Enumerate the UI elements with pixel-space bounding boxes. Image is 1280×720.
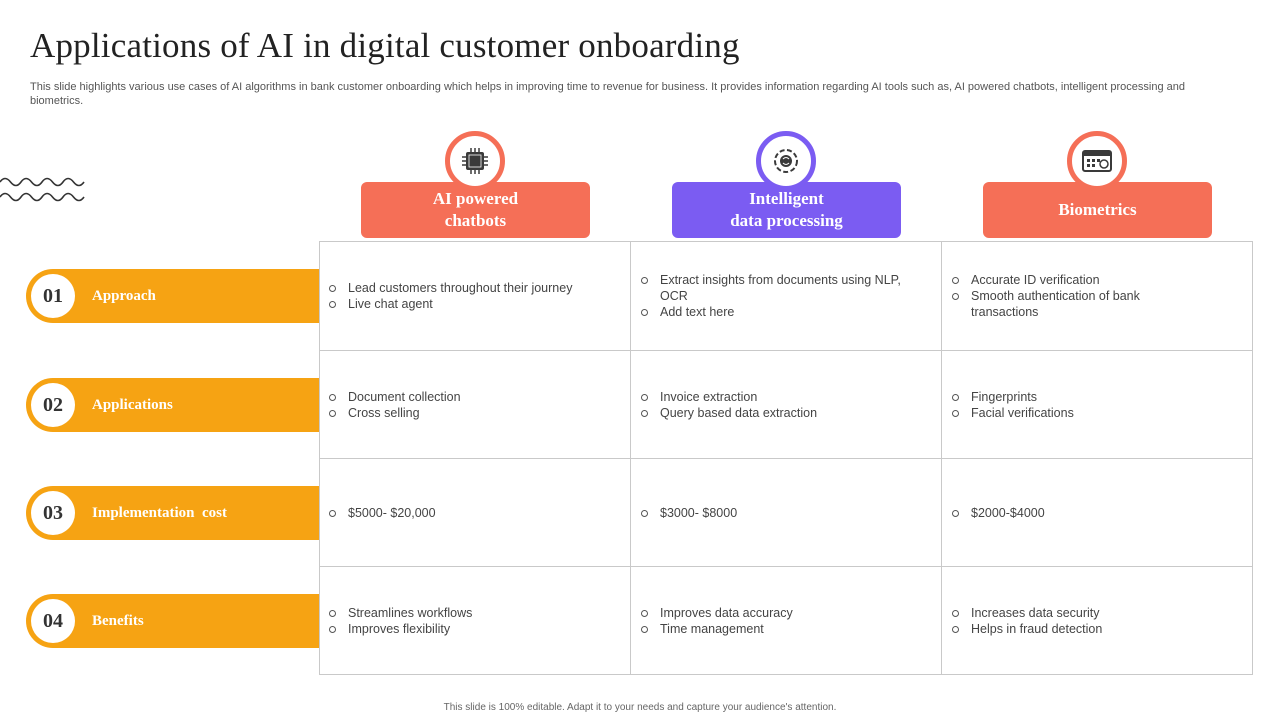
list-item: Increases data security	[952, 605, 1242, 621]
grid-cell: Lead customers throughout their journey L…	[329, 242, 619, 350]
list-item: Fingerprints	[952, 389, 1242, 405]
grid-cell: $2000-$4000	[952, 459, 1242, 567]
column-header-ai-chatbots: AI powered chatbots	[361, 182, 590, 238]
list-item: Query based data extraction	[641, 405, 931, 421]
grid-divider	[319, 350, 1253, 351]
grid-cell: Fingerprints Facial verifications	[952, 351, 1242, 459]
col-icon-circle-2	[756, 131, 816, 191]
row-label-implementation-cost: 03 Implementation cost	[26, 486, 319, 540]
row-label-applications: 02 Applications	[26, 378, 319, 432]
row-label-benefits: 04 Benefits	[26, 594, 319, 648]
row-label-text: Approach	[92, 287, 156, 304]
list-item: Helps in fraud detection	[952, 621, 1242, 637]
list-item: Streamlines workflows	[329, 605, 619, 621]
row-number: 03	[31, 491, 75, 535]
list-item: Time management	[641, 621, 931, 637]
list-item: Cross selling	[329, 405, 619, 421]
grid-cell: Extract insights from documents using NL…	[641, 242, 931, 350]
list-item: $2000-$4000	[952, 505, 1242, 521]
list-item: $5000- $20,000	[329, 505, 619, 521]
row-number: 01	[31, 274, 75, 318]
grid-cell: Accurate ID verification Smooth authentic…	[952, 242, 1152, 350]
wave-decoration-icon	[0, 177, 85, 202]
list-item: Improves data accuracy	[641, 605, 931, 621]
brain-gear-icon	[774, 149, 798, 173]
list-item: $3000- $8000	[641, 505, 931, 521]
page-subtitle: This slide highlights various use cases …	[30, 81, 1186, 107]
list-item: Accurate ID verification	[952, 272, 1152, 288]
list-item: Facial verifications	[952, 405, 1242, 421]
list-item: Lead customers throughout their journey	[329, 280, 619, 296]
row-label-text: Benefits	[92, 612, 144, 629]
grid-cell: Document collection Cross selling	[329, 351, 619, 459]
grid-cell: $5000- $20,000	[329, 459, 619, 567]
grid-cell: Improves data accuracy Time management	[641, 567, 931, 675]
list-item: Invoice extraction	[641, 389, 931, 405]
row-number: 04	[31, 599, 75, 643]
column-header-biometrics: Biometrics	[983, 182, 1212, 238]
ai-chip-icon	[462, 148, 488, 174]
list-item: Improves flexibility	[329, 621, 619, 637]
list-item: Add text here	[641, 304, 931, 320]
grid-cell: Invoice extraction Query based data extra…	[641, 351, 931, 459]
row-number: 02	[31, 383, 75, 427]
grid-cell: Increases data security Helps in fraud de…	[952, 567, 1242, 675]
grid-divider	[319, 458, 1253, 459]
row-label-approach: 01 Approach	[26, 269, 319, 323]
row-label-text: Applications	[92, 396, 173, 413]
row-label-text: Implementation cost	[92, 504, 227, 521]
grid-cell: $3000- $8000	[641, 459, 931, 567]
footer-note: This slide is 100% editable. Adapt it to…	[443, 702, 837, 713]
list-item: Extract insights from documents using NL…	[641, 272, 931, 304]
list-item: Smooth authentication of bank transactio…	[952, 288, 1152, 320]
page-title: Applications of AI in digital customer o…	[30, 26, 740, 65]
column-header-data-processing: Intelligent data processing	[672, 182, 901, 238]
list-item: Live chat agent	[329, 296, 619, 312]
grid-divider	[319, 566, 1253, 567]
col-icon-circle-1	[445, 131, 505, 191]
keyboard-screen-icon	[1082, 150, 1112, 172]
grid-cell: Streamlines workflows Improves flexibilit…	[329, 567, 619, 675]
col-icon-circle-3	[1067, 131, 1127, 191]
list-item: Document collection	[329, 389, 619, 405]
